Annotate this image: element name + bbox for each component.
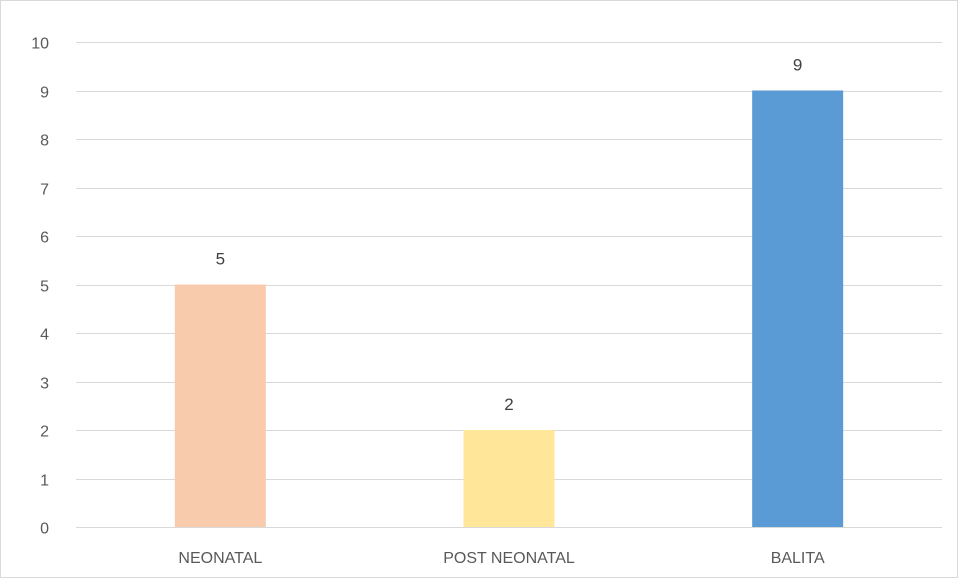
y-tick-label: 4: [40, 327, 49, 344]
bar-neonatal: [174, 284, 266, 527]
category-label: POST NEONATAL: [443, 550, 575, 567]
y-tick-label: 2: [40, 424, 49, 441]
data-labels: 5 2 9: [216, 56, 803, 415]
y-axis-ticks: 0 1 2 3 4 5 6 7 8 9 10: [31, 36, 49, 538]
category-label: BALITA: [771, 550, 825, 567]
y-tick-label: 3: [40, 376, 49, 393]
y-tick-label: 5: [40, 279, 49, 296]
y-tick-label: 1: [40, 473, 49, 490]
y-tick-label: 0: [40, 521, 49, 538]
category-label: NEONATAL: [178, 550, 262, 567]
y-tick-label: 8: [40, 133, 49, 150]
data-label: 5: [216, 250, 225, 269]
bar-post-neonatal: [463, 430, 555, 527]
bar-balita: [752, 90, 844, 527]
data-label: 2: [504, 395, 513, 414]
y-tick-label: 6: [40, 230, 49, 247]
y-tick-label: 9: [40, 85, 49, 102]
data-label: 9: [793, 56, 802, 75]
y-tick-label: 7: [40, 182, 49, 199]
x-axis-categories: NEONATAL POST NEONATAL BALITA: [178, 550, 825, 567]
y-tick-label: 10: [31, 36, 49, 53]
bars: [174, 90, 844, 527]
